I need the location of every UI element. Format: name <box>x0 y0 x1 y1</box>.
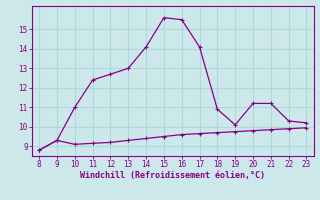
X-axis label: Windchill (Refroidissement éolien,°C): Windchill (Refroidissement éolien,°C) <box>80 171 265 180</box>
